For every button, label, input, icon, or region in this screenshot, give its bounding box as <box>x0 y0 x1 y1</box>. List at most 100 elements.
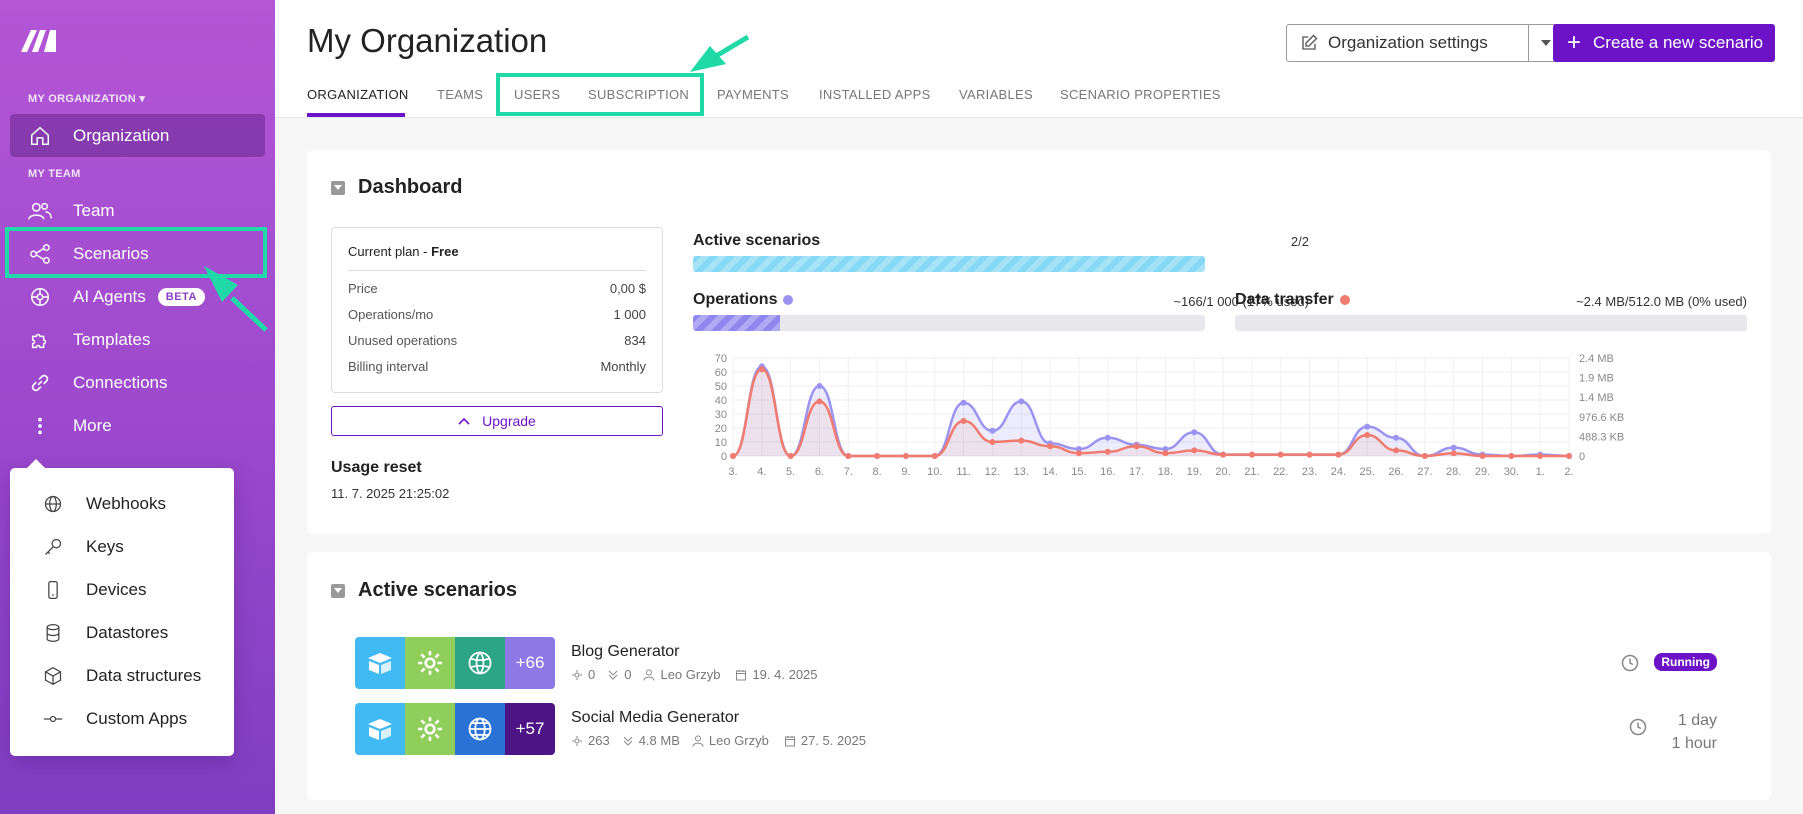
upgrade-button[interactable]: Upgrade <box>331 406 663 436</box>
data-point <box>1162 450 1169 457</box>
organization-settings-button[interactable]: Organization settings <box>1286 24 1529 62</box>
active-scenarios-bar <box>693 256 1205 272</box>
x-tick-label: 14. <box>1042 466 1057 478</box>
highlight-users-subscription <box>496 73 704 116</box>
plan-row-price: Price 0,00 $ <box>348 281 646 296</box>
chevron-up-icon <box>458 417 470 425</box>
scenario-date: 27. 5. 2025 <box>800 733 866 748</box>
sidebar-item-organization[interactable]: Organization <box>10 114 265 157</box>
clock-icon <box>1629 718 1647 741</box>
plan-row-operations: Operations/mo 1 000 <box>348 307 646 322</box>
sidebar-item-more[interactable]: More <box>10 404 265 447</box>
puzzle-icon <box>27 327 53 353</box>
tab-teams[interactable]: TEAMS <box>437 87 484 102</box>
sidebar-item-team[interactable]: Team <box>10 189 265 232</box>
tab-scenario-properties[interactable]: SCENARIO PROPERTIES <box>1060 87 1221 102</box>
sidebar-item-connections[interactable]: Connections <box>10 361 265 404</box>
scenario-meta: 263 4.8 MB Leo Grzyb 27. 5. 2025 <box>571 733 866 748</box>
dashboard-header[interactable]: Dashboard <box>331 176 462 199</box>
y-tick-label: 70 <box>715 353 727 365</box>
data-point <box>1104 434 1111 441</box>
menu-item-keys[interactable]: Keys <box>10 525 234 568</box>
arrow-icon <box>690 34 750 72</box>
data-point <box>931 453 938 459</box>
menu-item-data-structures[interactable]: Data structures <box>10 654 234 697</box>
dashboard-title: Dashboard <box>358 176 463 198</box>
active-scenarios-header[interactable]: Active scenarios <box>331 579 517 602</box>
menu-item-datastores[interactable]: Datastores <box>10 611 234 654</box>
airtable-box-icon <box>355 637 405 689</box>
data-point <box>730 453 736 459</box>
plan-row-value: 834 <box>624 333 646 348</box>
airtable-box-icon <box>355 703 405 755</box>
team-section-label: MY TEAM <box>28 168 81 180</box>
data-point <box>1306 451 1313 458</box>
globe-icon <box>455 703 505 755</box>
data-point <box>1479 453 1486 459</box>
x-tick-label: 10. <box>927 466 942 478</box>
tab-installed-apps[interactable]: INSTALLED APPS <box>819 87 931 102</box>
x-tick-label: 17. <box>1129 466 1144 478</box>
plan-row-unused: Unused operations 834 <box>348 333 646 348</box>
data-point <box>1018 398 1025 405</box>
data-point <box>1566 453 1572 459</box>
collapse-icon[interactable] <box>331 180 345 195</box>
menu-item-webhooks[interactable]: Webhooks <box>10 482 234 525</box>
make-logo-icon[interactable] <box>20 26 58 54</box>
active-tab-indicator <box>307 113 405 117</box>
menu-item-label: Datastores <box>86 622 169 642</box>
operations-metric: Operations <box>693 291 794 309</box>
x-tick-label: 15. <box>1071 466 1086 478</box>
data-point <box>1364 432 1371 438</box>
current-plan-label: Current plan - <box>348 244 432 259</box>
data-point <box>845 453 852 459</box>
scenario-ops: 0 <box>588 667 596 682</box>
sidebar: MY ORGANIZATION ▾ Organization MY TEAM T… <box>0 0 275 814</box>
plus-icon: + <box>1567 29 1582 56</box>
x-tick-label: 26. <box>1388 466 1403 478</box>
tab-payments[interactable]: PAYMENTS <box>717 87 789 102</box>
sidebar-item-scenarios[interactable]: Scenarios <box>10 232 265 275</box>
sidebar-item-label: AI Agents <box>73 286 146 306</box>
scenario-row[interactable]: +57 Social Media Generator 263 4.8 MB Le… <box>355 703 1771 755</box>
more-apps-count: +66 <box>505 637 555 689</box>
sidebar-item-templates[interactable]: Templates <box>10 318 265 361</box>
tab-organization[interactable]: ORGANIZATION <box>307 87 409 102</box>
menu-item-label: Custom Apps <box>86 708 188 728</box>
x-tick-label: 7. <box>844 466 853 478</box>
x-tick-label: 18. <box>1158 466 1173 478</box>
y-tick-label: 50 <box>715 381 727 393</box>
home-icon <box>27 123 53 149</box>
sidebar-item-label: Organization <box>73 125 170 145</box>
active-scenarios-fill <box>693 256 1205 272</box>
scenario-name[interactable]: Blog Generator <box>571 643 680 660</box>
collapse-icon[interactable] <box>331 583 345 598</box>
tab-subscription[interactable]: SUBSCRIPTION <box>588 87 690 102</box>
scenario-row[interactable]: +66 Blog Generator 0 0 Leo Grzyb 19. 4. … <box>355 637 1771 689</box>
tab-variables[interactable]: VARIABLES <box>959 87 1033 102</box>
status-badge: Running <box>1654 653 1717 671</box>
data-point <box>787 453 794 459</box>
create-scenario-button[interactable]: + Create a new scenario <box>1553 24 1775 62</box>
scenario-name[interactable]: Social Media Generator <box>571 709 740 726</box>
x-tick-label: 9. <box>901 466 910 478</box>
series-area <box>733 369 1569 456</box>
plan-row-label: Unused operations <box>348 333 458 348</box>
ai-agent-icon <box>27 284 53 310</box>
gear-icon <box>405 637 455 689</box>
menu-item-devices[interactable]: Devices <box>10 568 234 611</box>
x-tick-label: 8. <box>873 466 882 478</box>
tab-users[interactable]: USERS <box>514 87 561 102</box>
org-section-label[interactable]: MY ORGANIZATION ▾ <box>28 93 146 105</box>
data-point <box>1075 446 1082 452</box>
sidebar-item-ai-agents[interactable]: AI Agents BETA <box>10 275 265 318</box>
database-icon <box>42 622 64 644</box>
data-point <box>1450 450 1457 457</box>
y-tick-label: 60 <box>715 367 727 379</box>
calendar-icon <box>735 669 747 681</box>
user-icon <box>643 669 655 681</box>
menu-item-custom-apps[interactable]: Custom Apps <box>10 697 234 740</box>
data-transfer-icon <box>622 735 634 747</box>
operations-bar <box>693 315 1205 331</box>
